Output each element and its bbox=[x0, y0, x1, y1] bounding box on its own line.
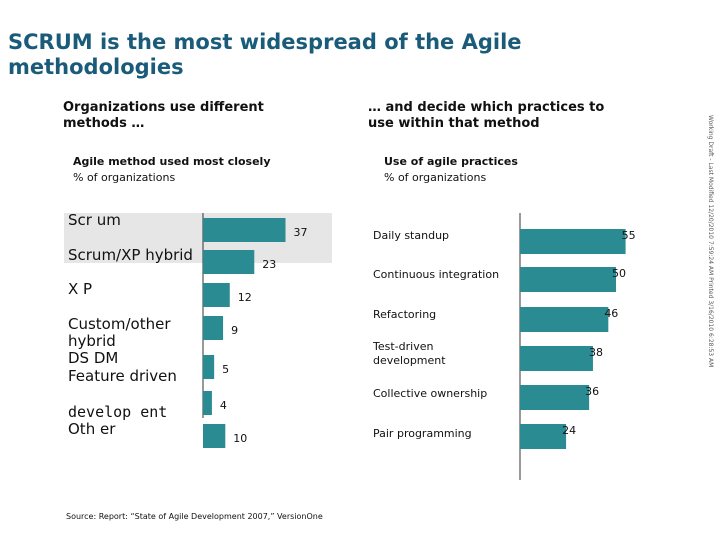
right-chart-bar bbox=[520, 385, 590, 410]
page-title: SCRUM is the most widespread of the Agil… bbox=[8, 30, 522, 79]
right-chart-value-label: 38 bbox=[589, 346, 603, 359]
left-category-label: DS DM bbox=[68, 349, 119, 367]
right-chart-header: Use of agile practices % of organization… bbox=[384, 154, 518, 186]
left-category-label: Custom/other hybrid bbox=[68, 315, 171, 350]
left-chart-subtitle: % of organizations bbox=[73, 171, 176, 184]
right-chart-subtitle: % of organizations bbox=[384, 171, 487, 184]
left-chart-bar bbox=[203, 391, 212, 415]
right-chart-value-label: 36 bbox=[585, 385, 599, 398]
left-heading: Organizations use different methods … bbox=[63, 100, 264, 131]
left-chart-bar bbox=[203, 355, 215, 379]
right-category-label: Test-driven development bbox=[373, 340, 446, 367]
left-chart-value-label: 12 bbox=[238, 291, 252, 304]
right-chart-bar bbox=[520, 307, 609, 332]
left-category-label: Feature driven bbox=[68, 367, 177, 385]
left-category-label: X P bbox=[68, 280, 93, 298]
left-chart-bar bbox=[203, 218, 286, 242]
left-chart-value-label: 23 bbox=[262, 258, 276, 271]
left-chart-title: Agile method used most closely bbox=[73, 155, 271, 168]
left-chart-bar bbox=[203, 283, 230, 307]
right-category-label: Pair programming bbox=[373, 427, 472, 440]
left-chart-value-label: 10 bbox=[233, 432, 247, 445]
left-chart-value-label: 4 bbox=[220, 399, 227, 412]
left-category-label: Oth er bbox=[68, 420, 116, 438]
right-chart-bar bbox=[520, 346, 593, 371]
right-chart-title: Use of agile practices bbox=[384, 155, 518, 168]
right-chart-bar bbox=[520, 424, 567, 449]
right-category-label: Refactoring bbox=[373, 308, 437, 321]
right-category-label: Continuous integration bbox=[373, 268, 500, 281]
left-chart-value-label: 5 bbox=[222, 363, 229, 376]
side-print-stamp: Working Draft - Last Modified 12/20/2010… bbox=[707, 115, 714, 368]
right-chart-bar bbox=[520, 267, 616, 292]
right-heading: … and decide which practices to use with… bbox=[368, 100, 605, 131]
right-chart-value-label: 55 bbox=[622, 229, 636, 242]
source-note: Source: Report: “State of Agile Developm… bbox=[66, 512, 323, 521]
left-chart-value-label: 9 bbox=[231, 324, 238, 337]
left-chart-bar bbox=[203, 316, 224, 340]
left-chart-bar bbox=[203, 250, 255, 274]
right-category-label: Daily standup bbox=[373, 229, 450, 242]
right-chart-value-label: 46 bbox=[604, 307, 618, 320]
highlight-band bbox=[64, 213, 332, 263]
left-category-label: Scr um bbox=[68, 211, 121, 229]
left-chart-header: Agile method used most closely % of orga… bbox=[73, 154, 270, 186]
left-chart-bar bbox=[203, 424, 226, 448]
left-chart-value-label: 37 bbox=[294, 226, 308, 239]
right-chart-value-label: 50 bbox=[612, 267, 626, 280]
right-chart-bar bbox=[520, 229, 626, 254]
right-category-label: Collective ownership bbox=[373, 387, 488, 400]
left-category-label: Scrum/XP hybrid bbox=[68, 246, 193, 264]
left-category-label: develop ent bbox=[68, 403, 168, 421]
right-chart-value-label: 24 bbox=[562, 424, 576, 437]
